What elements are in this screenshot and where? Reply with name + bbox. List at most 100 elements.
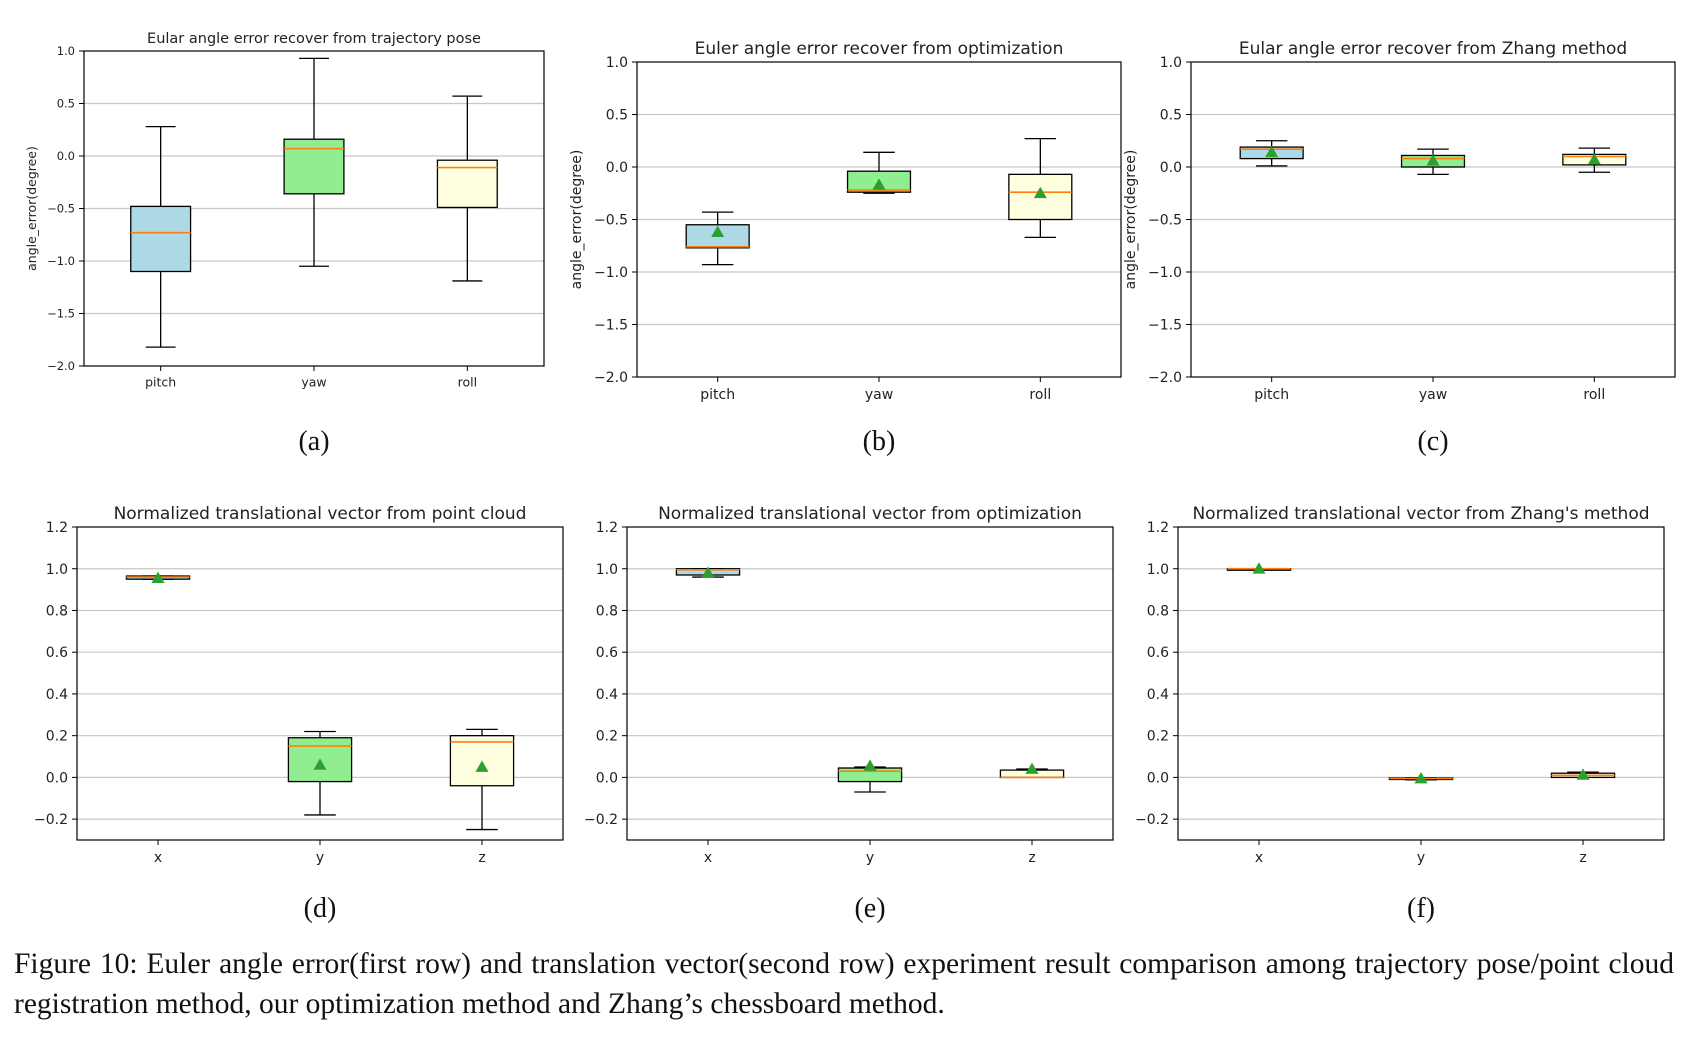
y-tick-label: 0.6: [596, 645, 618, 661]
y-tick-label: 0.0: [57, 149, 75, 163]
mean-marker: [313, 758, 327, 770]
y-tick-label: −1.0: [47, 254, 75, 268]
x-tick-label: y: [1417, 850, 1425, 866]
y-tick-label: 0.0: [46, 770, 68, 786]
y-axis-label: angle_error(degree): [569, 150, 585, 290]
chart-title: Normalized translational vector from poi…: [114, 504, 527, 524]
y-tick-label: 0.8: [1147, 604, 1169, 620]
box-y: [1388, 771, 1454, 784]
x-tick-label: yaw: [301, 375, 326, 390]
x-tick-label: roll: [1583, 387, 1605, 403]
y-tick-label: −0.2: [34, 812, 68, 828]
mean-marker: [872, 178, 886, 190]
y-tick-label: 0.6: [46, 645, 68, 661]
panel-label: (a): [298, 426, 329, 457]
y-tick-label: −2.0: [47, 359, 75, 373]
chart-title: Eular angle error recover from Zhang met…: [1239, 39, 1627, 59]
x-tick-label: pitch: [145, 375, 176, 390]
y-tick-label: 1.0: [46, 562, 68, 578]
y-tick-label: −1.5: [594, 318, 628, 334]
chart-title: Eular angle error recover from trajector…: [147, 31, 481, 47]
plot-frame: [76, 526, 564, 841]
y-tick-label: −1.0: [1148, 265, 1182, 281]
mean-marker: [701, 566, 715, 578]
box-x: [1226, 562, 1292, 574]
chart-title: Euler angle error recover from optimizat…: [695, 39, 1064, 59]
y-tick-label: −2.0: [594, 370, 628, 386]
y-tick-label: 1.0: [606, 55, 628, 71]
x-tick-label: z: [478, 850, 485, 866]
y-tick-label: 1.0: [57, 44, 75, 58]
mean-marker: [475, 760, 489, 772]
y-tick-label: 0.4: [46, 687, 68, 703]
box-roll: [1008, 137, 1073, 239]
panel-label: (e): [854, 893, 885, 924]
y-tick-label: 1.2: [46, 520, 68, 536]
boxplot-panel-5: −0.2 0.0 0.2 0.4 0.6 0.8 1.0 1.2 x y z Normalized t…: [584, 504, 1114, 924]
x-tick-label: x: [1255, 850, 1263, 866]
y-tick-label: 1.0: [1160, 55, 1182, 71]
plot-frame: [83, 50, 545, 367]
boxplot-panel-2: −2.0 −1.5 −1.0 −0.5 0.0 0.5 1.0 pitch yaw roll Eul…: [569, 39, 1122, 457]
y-tick-label: 0.4: [1147, 687, 1169, 703]
x-tick-label: y: [866, 850, 874, 866]
box-z: [449, 728, 515, 831]
y-tick-label: −0.5: [594, 213, 628, 229]
y-tick-label: −1.0: [594, 265, 628, 281]
mean-marker: [1265, 145, 1279, 158]
box-pitch: [1239, 140, 1304, 167]
mean-marker: [711, 225, 725, 237]
y-tick-label: −2.0: [1148, 370, 1182, 386]
y-tick-label: −0.5: [47, 202, 75, 216]
box-roll: [1562, 147, 1627, 173]
x-tick-label: yaw: [1419, 387, 1447, 403]
y-tick-label: −0.2: [1135, 812, 1169, 828]
x-tick-label: x: [154, 850, 162, 866]
box-x: [675, 566, 741, 578]
y-tick-label: −0.5: [1148, 213, 1182, 229]
y-tick-label: 0.6: [1147, 645, 1169, 661]
box-roll: [436, 95, 498, 282]
panel-label: (c): [1417, 426, 1448, 457]
y-tick-label: 0.8: [46, 604, 68, 620]
y-axis-label: angle_error(degree): [1123, 150, 1139, 290]
plot-frame: [636, 61, 1122, 378]
panel-label: (d): [304, 893, 337, 924]
plot-frame: [1177, 526, 1665, 841]
y-tick-label: 0.2: [596, 729, 618, 745]
x-tick-label: pitch: [700, 387, 735, 403]
y-tick-label: 0.5: [57, 97, 75, 111]
plot-frame: [1190, 61, 1676, 378]
mean-marker: [1033, 186, 1047, 199]
box-pitch: [685, 211, 750, 266]
y-tick-label: 0.8: [596, 604, 618, 620]
chart-title: Normalized translational vector from opt…: [658, 504, 1082, 524]
y-tick-label: 0.0: [596, 770, 618, 786]
y-tick-label: 0.0: [1147, 770, 1169, 786]
mean-marker: [1426, 154, 1440, 166]
mean-marker: [1587, 153, 1601, 165]
x-tick-label: yaw: [865, 387, 893, 403]
y-tick-label: 1.0: [596, 562, 618, 578]
y-tick-label: 0.5: [606, 108, 628, 124]
box-y: [287, 730, 353, 816]
y-axis-label: angle_error(degree): [24, 146, 39, 271]
figure-caption: Figure 10: Euler angle error(first row) …: [14, 948, 1674, 1020]
y-tick-label: 1.2: [1147, 520, 1169, 536]
chart-title: Normalized translational vector from Zha…: [1192, 504, 1649, 524]
x-tick-label: pitch: [1254, 387, 1289, 403]
panel-label: (f): [1407, 893, 1435, 924]
box-pitch: [130, 125, 192, 348]
mean-marker: [151, 571, 165, 583]
x-tick-label: y: [316, 850, 324, 866]
mean-marker: [1252, 562, 1266, 574]
box-x: [125, 571, 191, 583]
box-body: [283, 138, 345, 195]
y-tick-label: 0.2: [1147, 729, 1169, 745]
x-tick-label: roll: [458, 375, 477, 390]
y-tick-label: 0.4: [596, 687, 618, 703]
box-yaw: [846, 151, 912, 194]
boxplot-panel-3: −2.0 −1.5 −1.0 −0.5 0.0 0.5 1.0 pitch yaw roll Eul…: [1123, 39, 1676, 457]
box-yaw: [1400, 148, 1466, 176]
